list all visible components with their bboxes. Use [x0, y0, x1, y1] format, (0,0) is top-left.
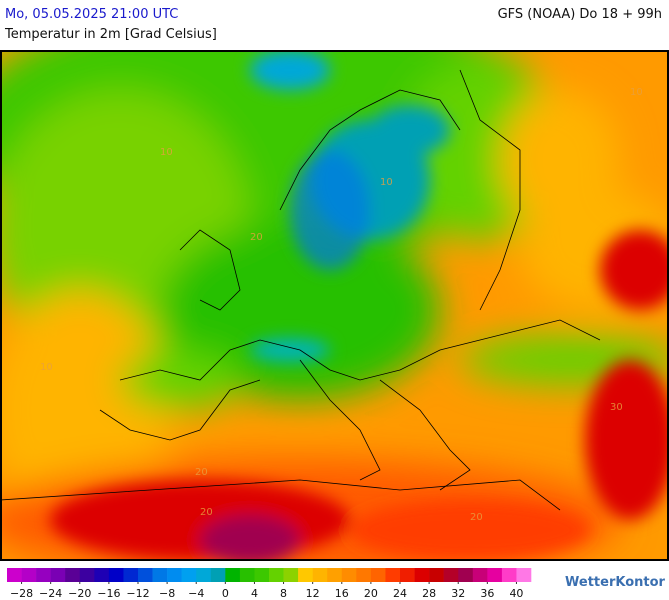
contour-label: 10: [380, 177, 393, 188]
contour-label: 20: [195, 467, 208, 478]
tick-label: −16: [97, 587, 120, 600]
color-swatch: [443, 568, 459, 582]
temperature-map: 10 10 10 10 20 20 20 20 30: [0, 50, 669, 561]
tick-label: −20: [68, 587, 91, 600]
color-swatch: [138, 568, 153, 582]
color-swatch: [239, 568, 255, 582]
color-swatch: [400, 568, 415, 582]
tick-label: −24: [39, 587, 62, 600]
color-swatch: [356, 568, 372, 582]
tick-label: 12: [306, 587, 320, 600]
tick-label: 0: [222, 587, 229, 600]
contour-label: 10: [160, 147, 173, 158]
forecast-date: Mo, 05.05.2025 21:00 UTC: [5, 7, 179, 22]
color-swatch: [123, 568, 139, 582]
color-swatch: [210, 568, 226, 582]
color-swatch: [36, 568, 51, 582]
tick-label: 4: [251, 587, 258, 600]
contour-label: 20: [470, 512, 483, 523]
color-swatch: [196, 568, 212, 582]
color-swatch: [327, 568, 343, 582]
tick-label: 20: [364, 587, 378, 600]
color-swatch: [472, 568, 488, 582]
color-swatch: [414, 568, 430, 582]
coastlines: [1, 69, 601, 511]
tick-label: −28: [10, 587, 33, 600]
color-swatch: [108, 568, 124, 582]
tick-label: 8: [280, 587, 287, 600]
color-swatch: [167, 568, 182, 582]
tick-label: 32: [451, 587, 465, 600]
color-swatch: [65, 568, 81, 582]
color-swatch: [501, 568, 517, 582]
color-swatch: [21, 568, 37, 582]
color-swatch: [225, 568, 241, 582]
color-swatch: [79, 568, 95, 582]
color-swatch: [152, 568, 168, 582]
color-swatch: [269, 568, 284, 582]
contour-label: 10: [40, 362, 53, 373]
contour-label: 20: [250, 232, 263, 243]
tick-label: −8: [159, 587, 175, 600]
color-swatch: [458, 568, 474, 582]
color-scale: −28 −24 −20 −16 −12 −8 −4 0 4 8 12 16 20 24 28 32 36 40: [7, 568, 532, 600]
color-swatch: [370, 568, 386, 582]
color-swatch: [94, 568, 110, 582]
tick-label: −4: [188, 587, 204, 600]
color-swatch: [429, 568, 444, 582]
color-swatch: [516, 568, 532, 582]
brand-logo: WetterKontor: [565, 575, 665, 590]
color-swatch: [385, 568, 401, 582]
color-swatch: [254, 568, 270, 582]
tick-label: 24: [393, 587, 407, 600]
map-title: Temperatur in 2m [Grad Celsius]: [5, 27, 217, 42]
tick-label: 36: [480, 587, 494, 600]
color-swatch: [7, 568, 22, 582]
color-swatch: [50, 568, 66, 582]
color-swatch: [341, 568, 357, 582]
contour-label: 10: [630, 87, 643, 98]
tick-label: −12: [126, 587, 149, 600]
map-frame: [0, 50, 669, 561]
tick-label: 16: [335, 587, 349, 600]
contour-label: 20: [200, 507, 213, 518]
color-swatch: [283, 568, 299, 582]
tick-label: 40: [509, 587, 523, 600]
model-run: GFS (NOAA) Do 18 + 99h: [497, 7, 662, 22]
color-swatch: [312, 568, 328, 582]
tick-label: 28: [422, 587, 436, 600]
color-swatch: [298, 568, 313, 582]
color-swatch: [487, 568, 503, 582]
color-swatch: [181, 568, 197, 582]
contour-label: 30: [610, 402, 623, 413]
temperature-field: [1, 51, 668, 560]
